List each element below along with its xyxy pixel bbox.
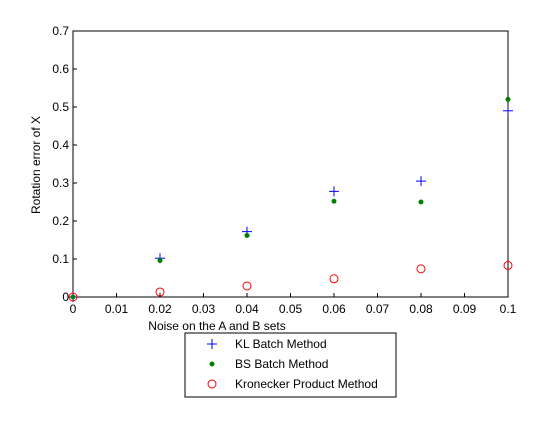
y-tick-label: 0.5 bbox=[52, 100, 69, 114]
x-tick-label: 0.07 bbox=[366, 302, 390, 316]
data-point bbox=[331, 198, 337, 204]
legend-marker bbox=[207, 379, 217, 389]
axes bbox=[72, 30, 509, 298]
legend-box bbox=[184, 332, 397, 398]
x-tick-label: 0.05 bbox=[279, 302, 303, 316]
data-point bbox=[70, 294, 76, 300]
series-bs-batch-method bbox=[70, 96, 511, 300]
series-kl-batch-method bbox=[68, 105, 513, 302]
x-tick-label: 0.02 bbox=[148, 302, 172, 316]
x-axis-label: Noise on the A and B sets bbox=[148, 319, 285, 333]
legend-label: Kronecker Product Method bbox=[235, 377, 378, 391]
data-point bbox=[505, 96, 511, 102]
legend-entry: KL Batch Method bbox=[207, 337, 327, 351]
x-tick-label: 0.08 bbox=[409, 302, 433, 316]
data-point bbox=[242, 281, 252, 291]
data-point bbox=[416, 176, 426, 187]
x-tick-label: 0.06 bbox=[322, 302, 346, 316]
legend-label: KL Batch Method bbox=[235, 337, 327, 351]
data-point bbox=[418, 199, 424, 205]
legend: KL Batch Method BS Batch Method Kronecker … bbox=[184, 332, 397, 398]
y-tick-label: 0.7 bbox=[52, 24, 69, 38]
legend-marker bbox=[207, 339, 217, 349]
y-axis-label: Rotation error of X bbox=[29, 116, 43, 214]
legend-marker bbox=[209, 361, 215, 367]
legend-entry: BS Batch Method bbox=[209, 357, 328, 371]
data-point bbox=[503, 105, 513, 116]
data-marks bbox=[68, 96, 513, 302]
x-tick-label: 0.09 bbox=[453, 302, 477, 316]
data-point bbox=[329, 274, 339, 284]
y-tick-label: 0 bbox=[62, 290, 69, 304]
legend-entry: Kronecker Product Method bbox=[207, 377, 378, 391]
data-point bbox=[503, 260, 513, 270]
data-point bbox=[416, 264, 426, 274]
x-tick-label: 0.03 bbox=[192, 302, 216, 316]
plot-area-frame bbox=[72, 30, 509, 298]
x-tick-label: 0.01 bbox=[105, 302, 129, 316]
legend-label: BS Batch Method bbox=[235, 357, 328, 371]
x-tick-label: 0.04 bbox=[235, 302, 259, 316]
series-kronecker-product-method bbox=[68, 260, 513, 302]
data-point bbox=[155, 287, 165, 297]
data-point bbox=[244, 232, 250, 238]
y-tick-label: 0.6 bbox=[52, 62, 69, 76]
y-tick-label: 0.2 bbox=[52, 214, 69, 228]
x-tick-label: 0 bbox=[70, 302, 77, 316]
y-tick-label: 0.4 bbox=[52, 138, 69, 152]
y-tick-label: 0.1 bbox=[52, 252, 69, 266]
data-point bbox=[329, 186, 339, 197]
ticks: 0 0.01 0.02 0.03 0.04 0.05 0.06 0.07 0.08 0.09 0.1… bbox=[52, 24, 516, 316]
data-point bbox=[157, 258, 163, 264]
y-tick-label: 0.3 bbox=[52, 176, 69, 190]
x-tick-label: 0.1 bbox=[500, 302, 517, 316]
data-point bbox=[68, 292, 78, 302]
